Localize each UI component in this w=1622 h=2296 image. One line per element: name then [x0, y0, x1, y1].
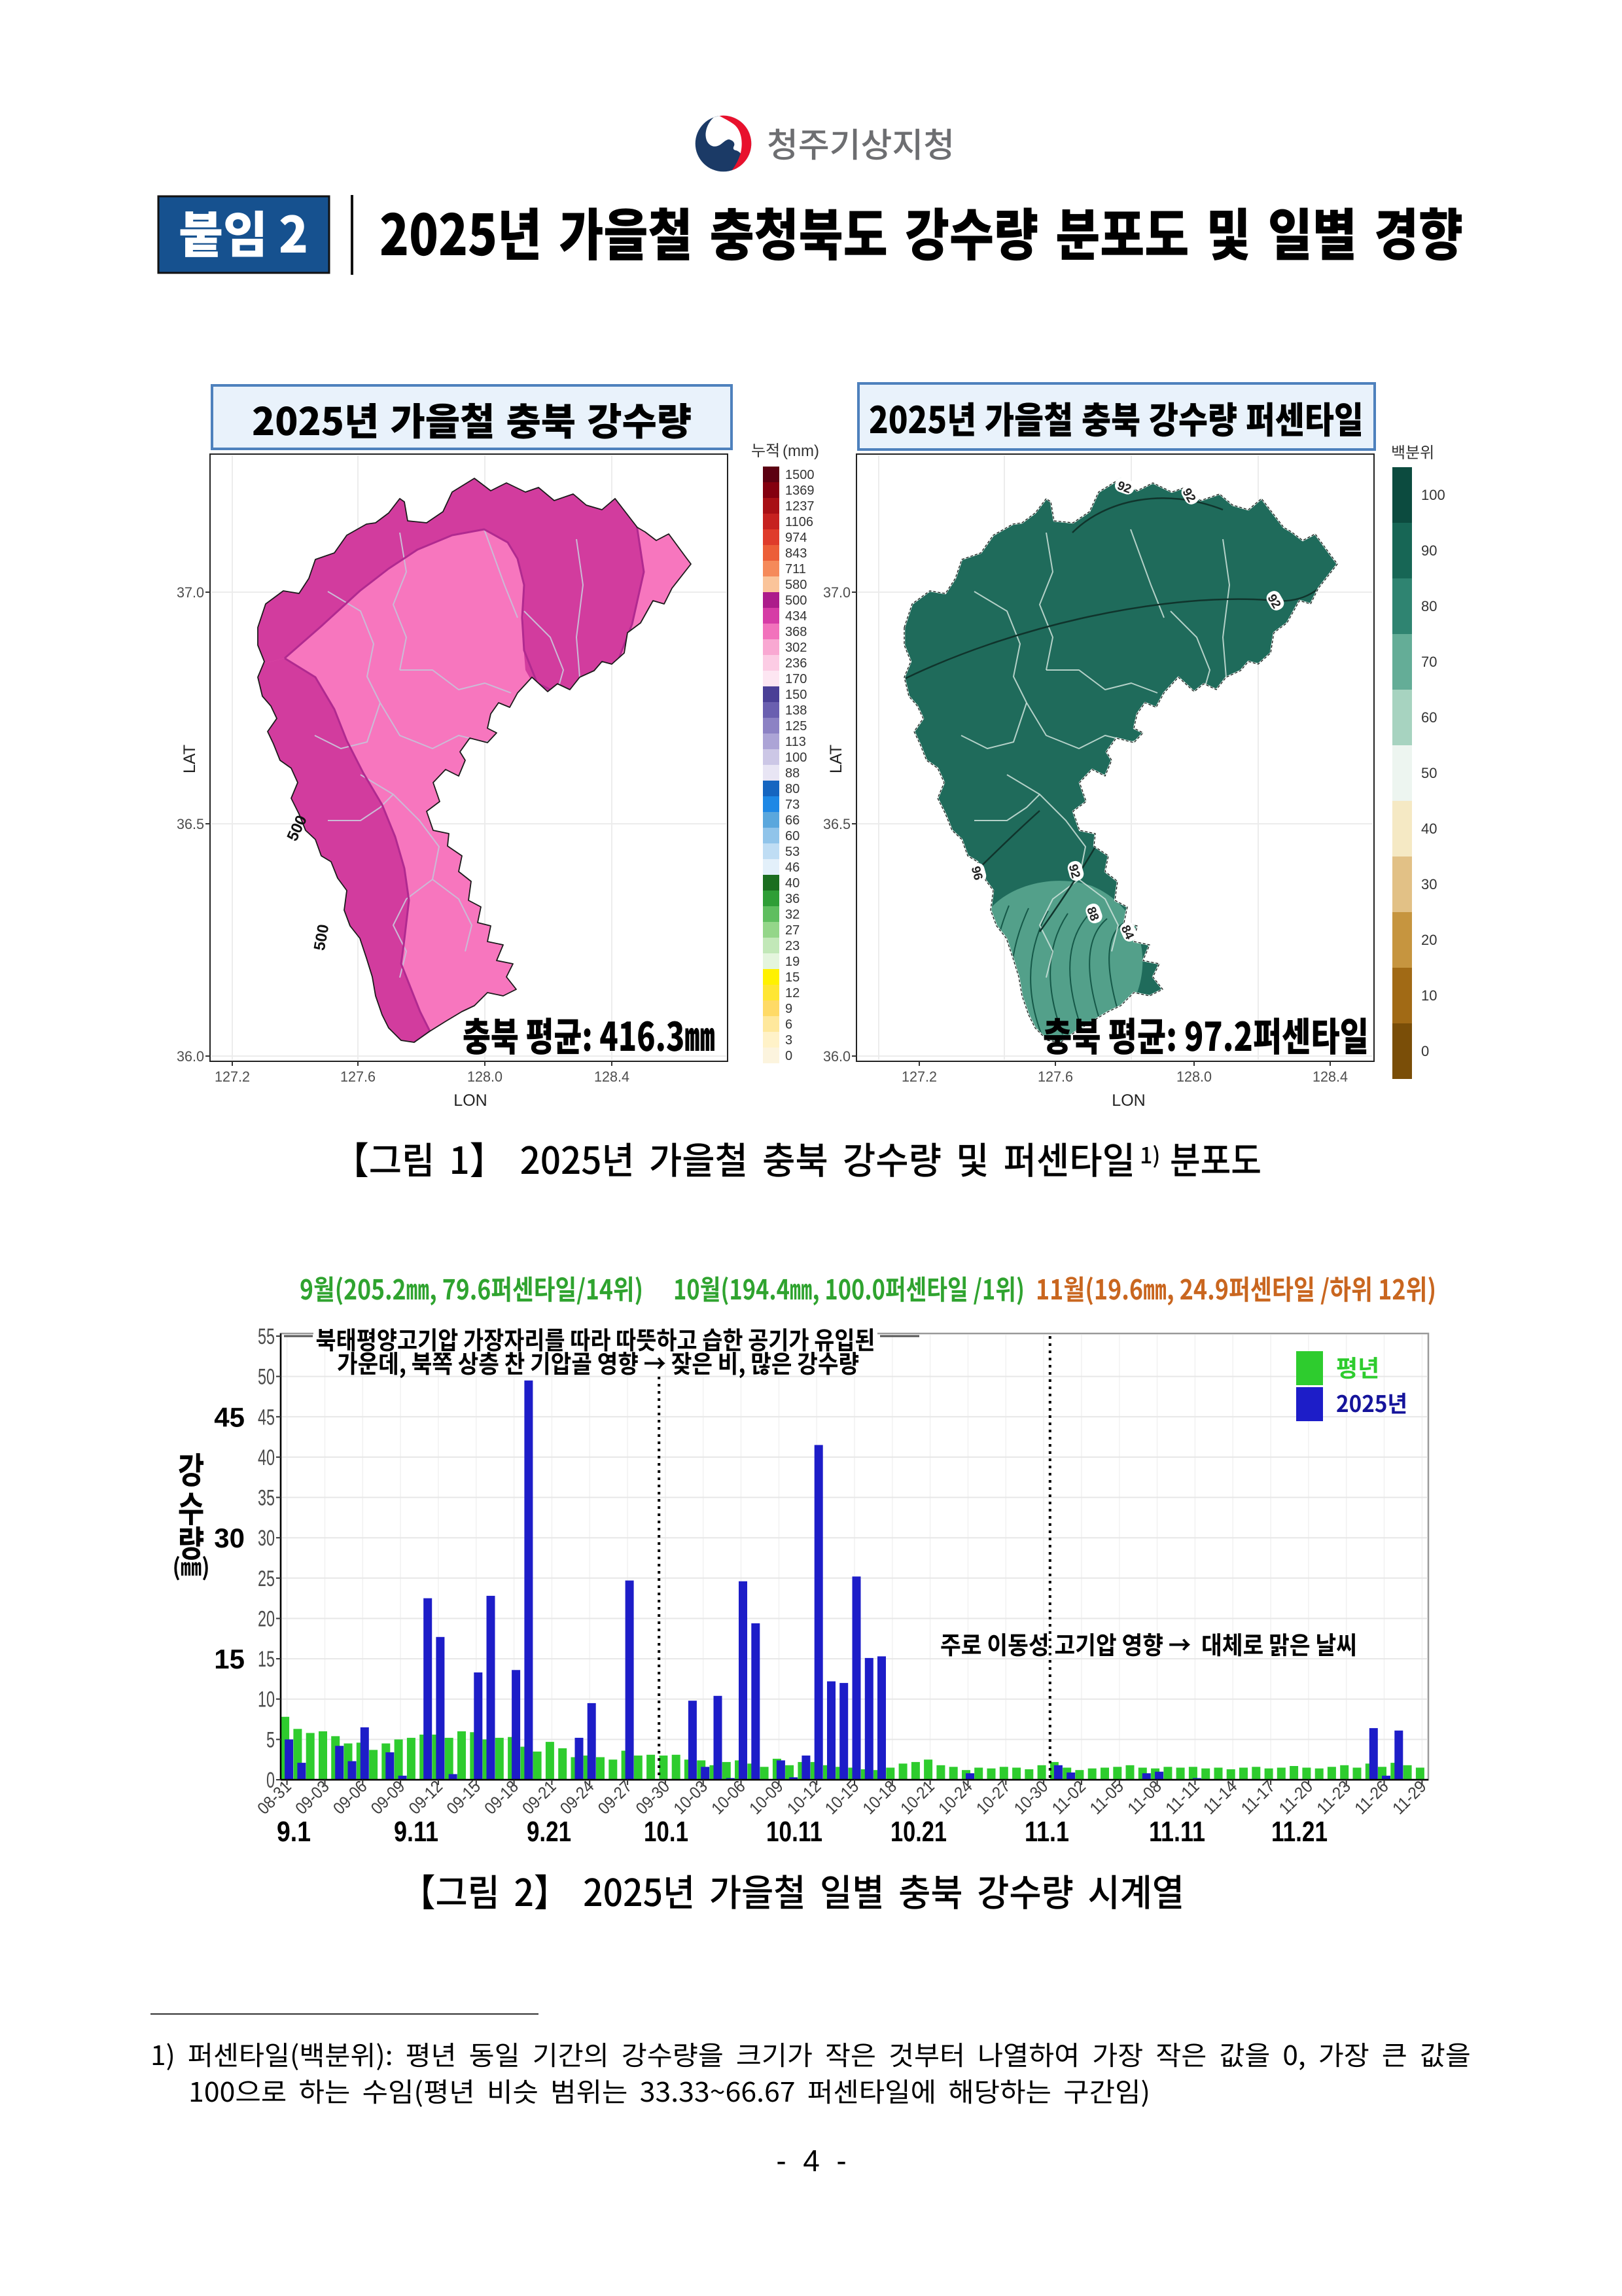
svg-text:40: 40: [785, 876, 800, 891]
svg-text:73: 73: [785, 798, 800, 812]
svg-text:10: 10: [1421, 987, 1437, 1004]
svg-text:80: 80: [785, 782, 800, 796]
svg-text:100: 100: [785, 751, 807, 765]
svg-text:10.21: 10.21: [890, 1816, 947, 1848]
svg-text:25: 25: [258, 1566, 275, 1591]
svg-text:50: 50: [1421, 765, 1437, 781]
svg-text:1369: 1369: [785, 484, 815, 498]
svg-text:46: 46: [785, 860, 800, 875]
svg-text:LAT: LAT: [827, 745, 845, 773]
svg-text:37.0: 37.0: [177, 584, 204, 601]
svg-text:9.11: 9.11: [394, 1816, 438, 1848]
svg-text:LON: LON: [453, 1091, 487, 1110]
svg-text:974: 974: [785, 531, 807, 545]
svg-text:36.0: 36.0: [823, 1048, 851, 1065]
svg-text:9: 9: [785, 1002, 792, 1016]
svg-text:(mm): (mm): [783, 442, 819, 460]
svg-text:LON: LON: [1112, 1091, 1145, 1110]
svg-text:40: 40: [258, 1445, 275, 1470]
svg-text:1106: 1106: [785, 515, 813, 529]
svg-text:711: 711: [785, 562, 806, 576]
svg-text:30: 30: [214, 1523, 245, 1553]
svg-text:127.2: 127.2: [902, 1069, 937, 1085]
svg-text:9.1: 9.1: [277, 1816, 311, 1848]
svg-text:127.6: 127.6: [340, 1069, 376, 1085]
svg-text:1500: 1500: [785, 468, 815, 482]
svg-text:80: 80: [1421, 598, 1437, 614]
svg-text:10: 10: [258, 1687, 275, 1712]
svg-text:100: 100: [1421, 487, 1445, 503]
svg-text:434: 434: [785, 609, 807, 624]
svg-text:36.5: 36.5: [177, 816, 204, 832]
svg-text:580: 580: [785, 578, 807, 592]
svg-text:30: 30: [258, 1526, 275, 1551]
svg-text:36.0: 36.0: [177, 1048, 204, 1065]
svg-text:50: 50: [258, 1365, 275, 1390]
svg-text:15: 15: [214, 1644, 245, 1674]
svg-text:5: 5: [266, 1727, 275, 1752]
svg-text:113: 113: [785, 735, 806, 749]
svg-text:236: 236: [785, 656, 807, 671]
svg-text:128.4: 128.4: [594, 1069, 629, 1085]
svg-text:128.4: 128.4: [1313, 1069, 1348, 1085]
svg-text:70: 70: [1421, 654, 1437, 670]
svg-text:55: 55: [258, 1324, 275, 1349]
svg-text:11.11: 11.11: [1149, 1816, 1205, 1848]
svg-text:0: 0: [785, 1049, 792, 1063]
svg-text:0: 0: [1421, 1043, 1429, 1059]
svg-text:1237: 1237: [785, 499, 815, 514]
svg-text:10.11: 10.11: [766, 1816, 822, 1848]
svg-text:60: 60: [1421, 709, 1437, 726]
svg-text:45: 45: [214, 1402, 245, 1432]
svg-text:127.6: 127.6: [1038, 1069, 1073, 1085]
svg-text:125: 125: [785, 719, 807, 733]
svg-text:88: 88: [785, 766, 800, 781]
svg-text:30: 30: [1421, 876, 1437, 892]
svg-text:40: 40: [1421, 821, 1437, 837]
svg-text:66: 66: [785, 813, 800, 828]
svg-text:843: 843: [785, 546, 807, 561]
svg-text:27: 27: [785, 923, 800, 938]
svg-text:170: 170: [785, 672, 807, 686]
svg-text:6: 6: [785, 1017, 792, 1032]
svg-text:90: 90: [1421, 542, 1437, 559]
svg-text:150: 150: [785, 688, 807, 702]
svg-text:11.21: 11.21: [1271, 1816, 1328, 1848]
svg-text:36: 36: [785, 892, 800, 906]
svg-text:15: 15: [785, 970, 800, 985]
svg-text:0: 0: [266, 1768, 275, 1793]
svg-text:60: 60: [785, 829, 800, 843]
svg-text:19: 19: [785, 955, 800, 969]
svg-text:9.21: 9.21: [527, 1816, 571, 1848]
svg-text:53: 53: [785, 845, 800, 859]
svg-text:128.0: 128.0: [1176, 1069, 1212, 1085]
svg-text:37.0: 37.0: [823, 584, 851, 601]
svg-text:138: 138: [785, 703, 807, 718]
svg-text:20: 20: [258, 1607, 275, 1632]
svg-text:20: 20: [1421, 932, 1437, 948]
svg-text:3: 3: [785, 1033, 792, 1048]
svg-text:12: 12: [785, 986, 800, 1000]
svg-text:35: 35: [258, 1486, 275, 1511]
svg-text:36.5: 36.5: [823, 816, 851, 832]
svg-text:LAT: LAT: [181, 745, 199, 773]
svg-text:368: 368: [785, 625, 807, 639]
svg-text:- 4 -: - 4 -: [776, 2144, 846, 2178]
svg-text:128.0: 128.0: [467, 1069, 502, 1085]
svg-text:11.1: 11.1: [1025, 1816, 1069, 1848]
svg-text:45: 45: [258, 1405, 275, 1430]
svg-text:10.1: 10.1: [644, 1816, 688, 1848]
svg-text:32: 32: [785, 908, 800, 922]
svg-text:127.2: 127.2: [215, 1069, 250, 1085]
svg-text:302: 302: [785, 641, 807, 655]
svg-text:23: 23: [785, 939, 800, 953]
svg-text:15: 15: [258, 1647, 275, 1672]
svg-text:500: 500: [785, 593, 807, 608]
